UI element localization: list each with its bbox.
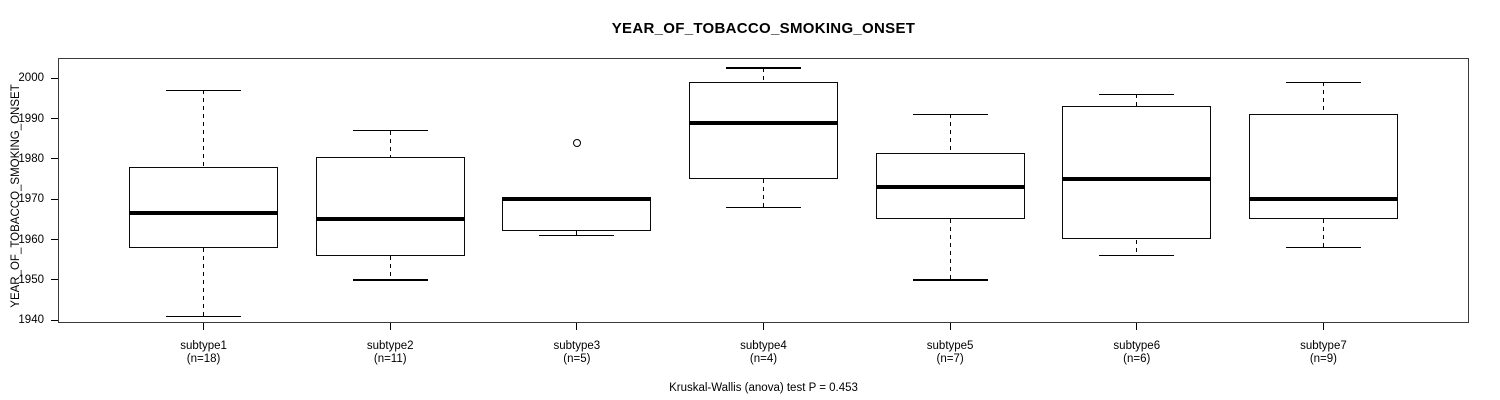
- whisker-lower-cap: [1285, 246, 1361, 249]
- x-axis-tick: [762, 323, 765, 330]
- whisker-lower-cap: [912, 279, 988, 281]
- y-axis-tick: [51, 77, 58, 79]
- category-label: subtype4 (n=4): [674, 340, 854, 366]
- whisker-lower: [1136, 239, 1138, 256]
- box: [129, 166, 279, 248]
- category-count: (n=11): [373, 353, 407, 365]
- category-name: subtype3: [553, 340, 601, 352]
- box: [689, 82, 838, 179]
- whisker-upper: [762, 68, 765, 83]
- y-axis-tick-label: 1940: [18, 314, 44, 327]
- whisker-lower: [202, 247, 205, 317]
- whisker-upper: [1322, 82, 1324, 115]
- category-name: subtype4: [740, 340, 787, 352]
- y-axis-tick: [51, 238, 58, 241]
- category-count: (n=4): [749, 353, 778, 365]
- x-axis-tick: [202, 323, 205, 330]
- whisker-upper-cap: [1099, 93, 1175, 95]
- box: [1062, 106, 1212, 240]
- y-axis-tick-label: 1970: [18, 193, 44, 206]
- median-line: [689, 120, 838, 125]
- category-count: (n=6): [1123, 353, 1151, 365]
- whisker-lower-cap: [726, 206, 801, 208]
- median-line: [1062, 177, 1212, 181]
- y-axis-tick-label: 2000: [18, 72, 44, 85]
- stat-annotation: Kruskal-Wallis (anova) test P = 0.453: [669, 382, 858, 394]
- y-axis-tick-label: 1960: [18, 233, 44, 246]
- whisker-lower: [389, 255, 391, 280]
- y-axis-tick: [51, 158, 58, 160]
- outlier-point: [572, 138, 581, 147]
- whisker-upper: [949, 114, 951, 153]
- category-label: subtype2 (n=11): [300, 340, 480, 366]
- whisker-lower: [1322, 219, 1324, 248]
- x-axis-tick: [1322, 323, 1324, 330]
- category-label: subtype5 (n=7): [860, 340, 1040, 366]
- chart-title: YEAR_OF_TOBACCO_SMOKING_ONSET: [611, 20, 916, 37]
- median-line: [875, 185, 1025, 190]
- whisker-upper-cap: [1285, 81, 1361, 83]
- whisker-upper: [202, 90, 205, 167]
- whisker-upper: [389, 130, 391, 157]
- y-axis-tick: [51, 198, 58, 200]
- whisker-lower-cap: [166, 315, 242, 317]
- x-axis-tick: [1136, 323, 1138, 330]
- category-label: subtype3 (n=5): [487, 340, 667, 366]
- category-label: subtype7 (n=9): [1233, 340, 1413, 366]
- category-count: (n=5): [563, 353, 591, 365]
- box: [1248, 114, 1398, 220]
- x-axis-tick: [576, 323, 578, 330]
- whisker-lower-cap: [539, 234, 615, 237]
- category-label: subtype1 (n=18): [114, 340, 294, 366]
- y-axis-tick: [51, 117, 58, 120]
- category-count: (n=18): [186, 353, 221, 365]
- y-axis-tick: [51, 319, 58, 321]
- category-count: (n=9): [1309, 353, 1337, 365]
- category-name: subtype6: [1113, 340, 1161, 352]
- whisker-upper: [1136, 94, 1138, 107]
- box: [502, 199, 652, 232]
- category-count: (n=7): [936, 353, 964, 365]
- whisker-lower: [762, 179, 765, 208]
- whisker-lower-cap: [352, 279, 428, 281]
- whisker-lower-cap: [1099, 255, 1175, 257]
- whisker-upper-cap: [912, 113, 988, 116]
- median-line: [315, 217, 465, 222]
- x-axis-tick: [949, 323, 951, 330]
- y-axis-tick-label: 1990: [18, 112, 44, 125]
- y-axis-tick-label: 1950: [18, 273, 44, 286]
- category-label: subtype6 (n=6): [1047, 340, 1227, 366]
- median-line: [1248, 197, 1398, 202]
- y-axis-tick: [51, 279, 58, 281]
- category-name: subtype1: [180, 340, 227, 352]
- category-name: subtype5: [926, 340, 974, 352]
- median-line: [129, 211, 279, 216]
- whisker-upper-cap: [166, 89, 242, 91]
- whisker-lower: [576, 231, 578, 236]
- whisker-upper-cap: [352, 130, 428, 132]
- median-line: [502, 197, 652, 202]
- x-axis-tick: [389, 323, 391, 330]
- y-axis-tick-label: 1980: [18, 152, 44, 165]
- category-name: subtype7: [1300, 340, 1347, 352]
- whisker-upper-cap: [726, 67, 801, 69]
- whisker-lower: [949, 219, 951, 280]
- box: [315, 156, 465, 256]
- category-name: subtype2: [366, 340, 414, 352]
